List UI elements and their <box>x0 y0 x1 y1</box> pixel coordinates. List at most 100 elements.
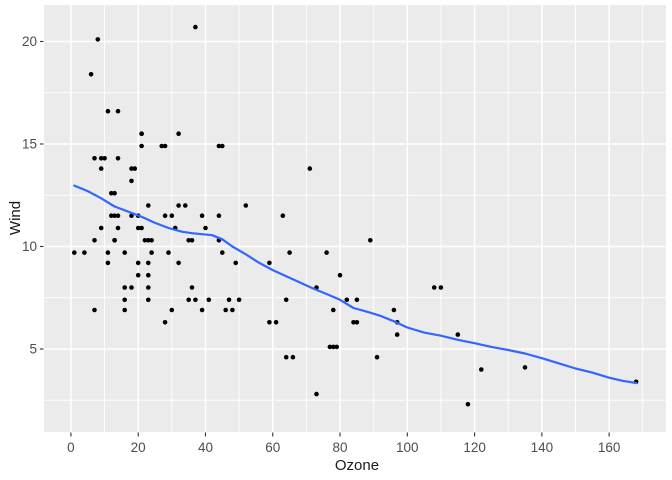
data-point <box>146 260 151 266</box>
data-point <box>220 143 225 149</box>
x-tick-label: 140 <box>531 440 554 455</box>
y-tick-label: 5 <box>29 342 37 357</box>
data-point <box>273 320 279 325</box>
data-point <box>216 143 222 149</box>
data-point <box>166 250 171 255</box>
y-tick-label: 20 <box>22 34 37 49</box>
data-point <box>72 250 77 255</box>
data-point <box>95 37 101 42</box>
data-point <box>115 213 121 218</box>
x-tick-label: 160 <box>598 440 621 455</box>
x-axis-title: Ozone <box>335 457 379 474</box>
data-point <box>354 320 360 325</box>
x-tick-label: 120 <box>463 440 486 455</box>
data-point <box>176 203 181 208</box>
data-point <box>233 260 238 266</box>
data-point <box>280 213 286 218</box>
axis-ticks: 0 20 40 60 80 100 120 140 160 5 10 15 20 <box>22 34 620 455</box>
data-point <box>267 260 272 266</box>
data-point <box>169 213 175 218</box>
data-point <box>88 72 94 77</box>
data-point <box>438 285 444 290</box>
data-point <box>169 307 175 313</box>
y-tick-label: 10 <box>22 239 37 254</box>
data-point <box>351 320 356 325</box>
data-point <box>149 238 154 243</box>
data-point <box>176 131 181 136</box>
data-point <box>146 238 151 243</box>
data-point <box>186 297 191 303</box>
data-point <box>431 285 437 290</box>
data-point <box>112 190 117 196</box>
data-point <box>287 250 292 255</box>
data-point <box>142 238 148 243</box>
data-point <box>391 307 397 313</box>
data-point <box>206 297 212 303</box>
data-point <box>98 156 104 161</box>
data-point <box>199 213 205 218</box>
data-point <box>176 260 181 266</box>
data-point <box>162 320 168 325</box>
major-gridlines <box>44 5 666 432</box>
data-point <box>129 285 134 290</box>
data-point <box>109 190 114 196</box>
data-point <box>203 225 208 231</box>
data-point <box>129 213 134 218</box>
data-point <box>115 156 121 161</box>
x-tick-label: 20 <box>131 440 146 455</box>
data-point <box>344 297 350 303</box>
data-point <box>122 297 127 303</box>
data-point <box>146 272 151 278</box>
x-tick-label: 100 <box>396 440 419 455</box>
x-tick-label: 40 <box>198 440 213 455</box>
data-point <box>455 332 461 337</box>
data-point <box>314 391 319 397</box>
data-point <box>189 238 195 243</box>
data-point <box>122 307 127 313</box>
data-point <box>146 297 151 303</box>
data-point <box>183 203 188 208</box>
x-tick-label: 0 <box>67 440 75 455</box>
data-point <box>220 250 225 255</box>
data-point <box>146 285 151 290</box>
data-point <box>267 320 272 325</box>
data-point <box>162 213 168 218</box>
data-point <box>115 108 121 114</box>
data-point <box>82 250 87 255</box>
data-point <box>479 367 484 372</box>
data-point <box>230 307 235 313</box>
minor-gridlines <box>44 5 666 432</box>
data-point <box>374 354 380 360</box>
data-point <box>223 307 228 313</box>
x-tick-label: 80 <box>333 440 348 455</box>
data-point <box>159 143 164 149</box>
data-point <box>102 156 107 161</box>
data-point <box>92 156 97 161</box>
data-point <box>132 166 138 171</box>
data-point <box>327 344 333 350</box>
data-point <box>226 297 232 303</box>
data-point <box>129 178 134 184</box>
data-point <box>334 344 340 350</box>
data-point <box>98 225 104 231</box>
data-point <box>122 250 127 255</box>
data-point <box>98 166 104 171</box>
data-point <box>186 238 191 243</box>
data-point <box>92 238 97 243</box>
data-point <box>324 250 329 255</box>
data-point <box>394 332 400 337</box>
data-point <box>290 354 296 360</box>
data-point <box>92 307 97 313</box>
data-point <box>109 213 114 218</box>
data-point <box>105 250 111 255</box>
data-point <box>162 143 168 149</box>
data-point <box>115 225 121 231</box>
scatter-points <box>72 24 639 407</box>
data-point <box>368 238 373 243</box>
data-point <box>135 225 141 231</box>
data-point <box>216 213 222 218</box>
data-point <box>337 272 343 278</box>
data-point <box>522 365 528 370</box>
